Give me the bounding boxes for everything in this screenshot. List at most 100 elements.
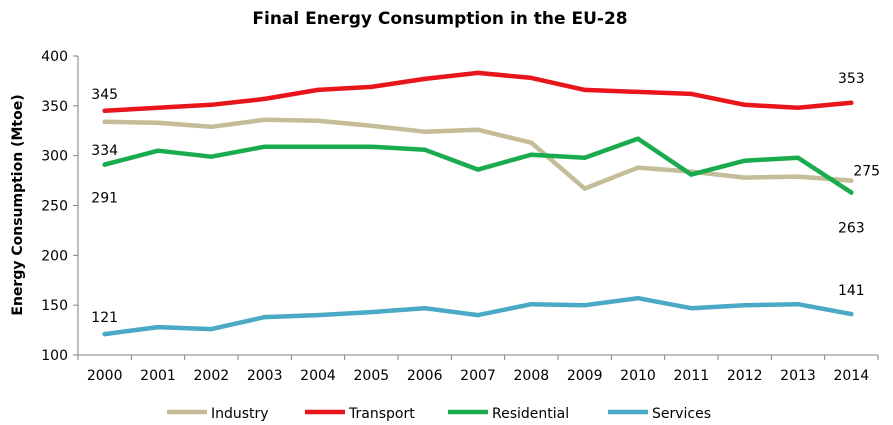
data-point bbox=[742, 302, 747, 308]
data-point bbox=[209, 326, 214, 332]
series-services bbox=[102, 295, 854, 337]
data-point bbox=[635, 165, 641, 170]
data-label: 121 bbox=[91, 310, 118, 326]
x-tick-label: 2005 bbox=[354, 368, 390, 384]
legend-label: Services bbox=[652, 406, 711, 422]
data-point bbox=[209, 124, 214, 129]
data-point bbox=[102, 331, 107, 337]
data-point bbox=[635, 89, 641, 95]
data-label: 345 bbox=[91, 87, 118, 103]
x-tick-label: 2004 bbox=[300, 368, 336, 384]
y-tick-label: 350 bbox=[41, 99, 68, 115]
data-label: 263 bbox=[838, 221, 865, 237]
data-point bbox=[635, 295, 641, 301]
data-point bbox=[582, 186, 587, 191]
data-label: 275 bbox=[853, 164, 880, 180]
data-point bbox=[315, 144, 321, 149]
data-point bbox=[742, 102, 747, 108]
chart-title: Final Energy Consumption in the EU-28 bbox=[252, 9, 627, 29]
data-point bbox=[209, 102, 214, 108]
data-point bbox=[102, 119, 107, 124]
data-point bbox=[475, 312, 481, 318]
data-point bbox=[529, 301, 534, 307]
data-point bbox=[155, 324, 161, 330]
data-point bbox=[689, 91, 694, 97]
series-line bbox=[102, 70, 854, 114]
x-tick-label: 2014 bbox=[834, 368, 870, 384]
data-point bbox=[849, 311, 854, 317]
y-tick-label: 150 bbox=[41, 298, 68, 314]
data-point bbox=[795, 174, 801, 179]
data-point bbox=[795, 155, 801, 160]
x-tick-label: 2013 bbox=[780, 368, 816, 384]
data-label: 334 bbox=[91, 143, 118, 159]
data-point bbox=[795, 301, 801, 307]
data-point bbox=[155, 148, 161, 153]
data-point bbox=[262, 314, 267, 320]
data-point bbox=[635, 136, 641, 141]
data-point bbox=[315, 118, 321, 123]
data-point bbox=[529, 140, 534, 145]
data-point bbox=[209, 154, 214, 159]
x-tick-label: 2003 bbox=[247, 368, 283, 384]
data-point bbox=[369, 144, 374, 149]
data-point bbox=[262, 117, 267, 122]
data-point bbox=[422, 129, 427, 134]
x-tick-label: 2001 bbox=[140, 368, 176, 384]
data-point bbox=[582, 155, 587, 160]
data-point bbox=[475, 167, 481, 172]
data-point bbox=[155, 105, 161, 111]
y-tick-label: 200 bbox=[41, 248, 68, 264]
data-point bbox=[795, 105, 801, 111]
x-tick-label: 2002 bbox=[194, 368, 230, 384]
data-point bbox=[422, 76, 427, 82]
data-labels: 345 334 291 121 353 275 263 141 bbox=[91, 71, 880, 326]
legend-item-transport: Transport bbox=[305, 406, 415, 422]
y-tick-label: 400 bbox=[41, 49, 68, 65]
series-residential bbox=[102, 136, 854, 195]
y-tick-label: 300 bbox=[41, 149, 68, 165]
x-tick-label: 2006 bbox=[407, 368, 443, 384]
data-point bbox=[582, 87, 587, 93]
data-point bbox=[262, 144, 267, 149]
data-point bbox=[315, 87, 321, 93]
data-point bbox=[742, 158, 747, 163]
data-point bbox=[849, 178, 854, 183]
data-point bbox=[849, 190, 854, 195]
x-axis: 2000 2001 2002 2003 2004 2005 2006 2007 2008 2009… bbox=[77, 354, 879, 384]
y-tick-label: 100 bbox=[41, 348, 68, 364]
data-point bbox=[529, 75, 534, 81]
series-industry bbox=[102, 117, 854, 191]
data-point bbox=[475, 70, 481, 76]
data-point bbox=[475, 127, 481, 132]
legend-item-services: Services bbox=[608, 406, 711, 422]
data-point bbox=[689, 305, 694, 311]
data-point bbox=[689, 172, 694, 177]
legend-item-residential: Residential bbox=[448, 406, 569, 422]
legend-label: Transport bbox=[348, 406, 415, 422]
y-axis: 100 150 200 250 300 350 400 bbox=[41, 49, 79, 364]
data-point bbox=[369, 123, 374, 128]
y-tick-label: 250 bbox=[41, 199, 68, 215]
y-axis-label: Energy Consumption (Mtoe) bbox=[10, 94, 26, 315]
series-transport bbox=[102, 70, 854, 114]
x-tick-label: 2008 bbox=[514, 368, 550, 384]
legend-label: Residential bbox=[492, 406, 569, 422]
x-tick-label: 2000 bbox=[87, 368, 123, 384]
legend-item-industry: Industry bbox=[167, 406, 269, 422]
x-tick-label: 2011 bbox=[674, 368, 710, 384]
data-point bbox=[742, 175, 747, 180]
series-layer bbox=[102, 70, 854, 337]
data-point bbox=[529, 152, 534, 157]
data-point bbox=[102, 162, 107, 167]
legend: Industry Transport Residential Services bbox=[167, 406, 711, 422]
x-tick-label: 2007 bbox=[460, 368, 496, 384]
x-tick-label: 2009 bbox=[567, 368, 603, 384]
data-point bbox=[849, 100, 854, 106]
data-label: 291 bbox=[91, 191, 118, 207]
data-point bbox=[422, 147, 427, 152]
data-label: 141 bbox=[838, 283, 865, 299]
data-point bbox=[315, 312, 321, 318]
legend-label: Industry bbox=[211, 406, 269, 422]
